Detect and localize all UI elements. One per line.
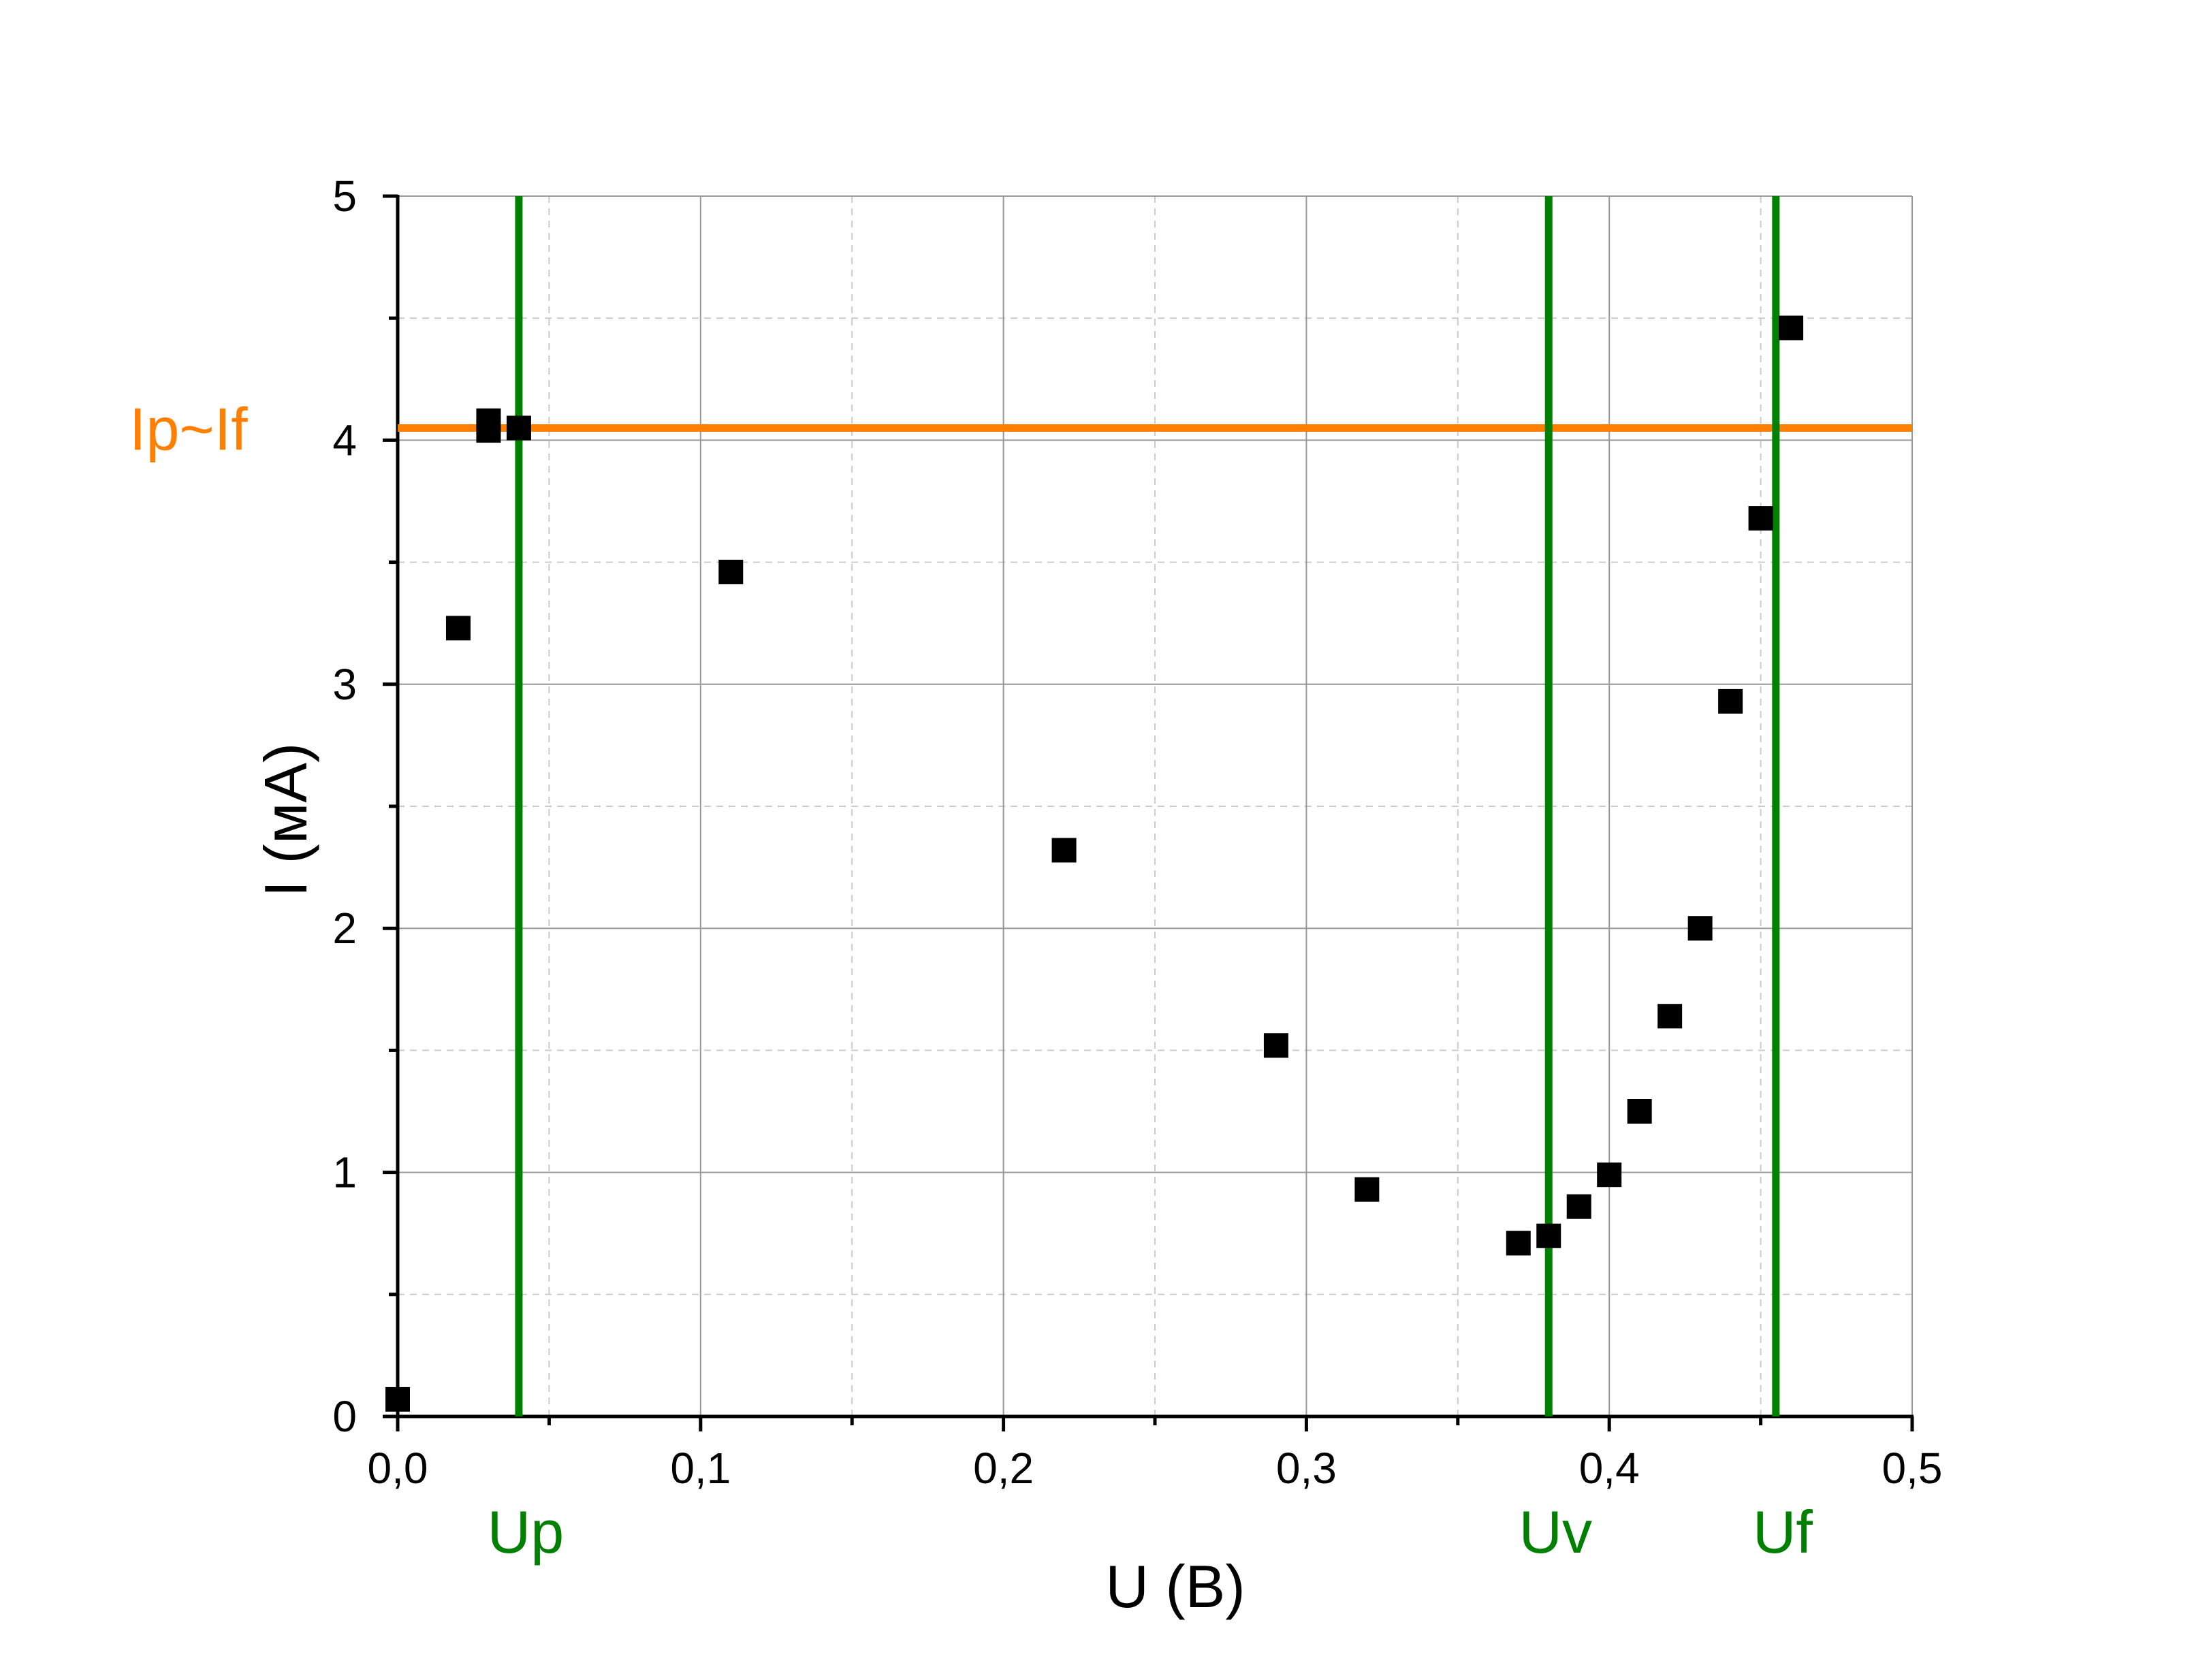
x-tick-label: 0,3: [1276, 1444, 1337, 1493]
data-point: [476, 408, 501, 433]
data-point: [1506, 1231, 1531, 1256]
horizontal-reference-label: Ip~If: [129, 395, 248, 462]
data-point: [1597, 1162, 1622, 1188]
grid: [398, 195, 1913, 1416]
x-tick-label: 0,5: [1882, 1444, 1943, 1493]
data-point: [445, 616, 471, 641]
data-point: [1263, 1033, 1288, 1058]
y-tick-label: 4: [332, 415, 357, 464]
data-points: [385, 315, 1804, 1412]
data-point: [1354, 1177, 1380, 1202]
data-point: [1748, 506, 1773, 531]
data-point: [1627, 1099, 1652, 1124]
y-tick-label: 2: [332, 904, 357, 953]
data-point: [506, 415, 531, 441]
y-tick-label: 0: [332, 1392, 357, 1441]
data-point: [1779, 315, 1804, 340]
axes: U (В) I (мА) 0,0 0,1 0,2 0,3 0,4 0,5 0 1 2 3 4 5: [252, 172, 1942, 1620]
data-point: [385, 1386, 410, 1412]
x-axis-title: U (В): [1105, 1553, 1245, 1620]
x-tick-label: 0,0: [368, 1444, 428, 1493]
y-tick-label: 5: [332, 172, 357, 221]
data-point: [1051, 838, 1077, 863]
x-tick-label: 0,1: [670, 1444, 731, 1493]
x-tick-label: 0,4: [1579, 1444, 1640, 1493]
data-point: [1536, 1223, 1561, 1248]
data-point: [1718, 688, 1743, 714]
reference-lines: Ip~If Up Uv Uf: [129, 196, 1912, 1566]
vertical-reference-label: Uv: [1519, 1498, 1592, 1566]
y-tick-label: 3: [332, 660, 357, 709]
vertical-reference-label: Uf: [1753, 1498, 1813, 1566]
data-point: [1657, 1004, 1683, 1029]
y-tick-label: 1: [332, 1148, 357, 1197]
data-point: [1687, 916, 1713, 941]
vertical-reference-label: Up: [488, 1498, 565, 1566]
data-point: [718, 559, 744, 584]
y-axis-title: I (мА): [252, 743, 319, 898]
x-tick-label: 0,2: [973, 1444, 1034, 1493]
data-point: [1566, 1194, 1591, 1219]
